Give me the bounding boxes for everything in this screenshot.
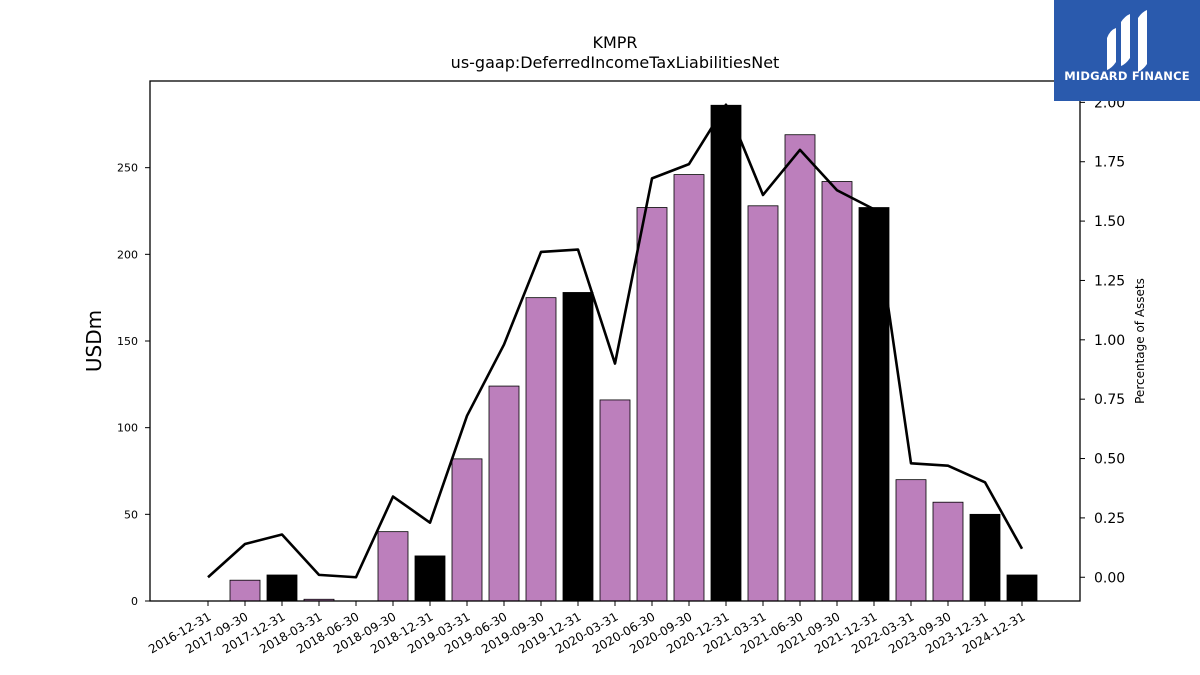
y2-tick-label: 0.25 [1094,511,1125,527]
chart-subtitle: us-gaap:DeferredIncomeTaxLiabilitiesNet [451,53,780,72]
bar-group [229,104,1038,602]
y-tick-label: 50 [124,508,138,521]
line-group [207,103,1024,579]
bar [932,501,964,602]
y-tick-label: 200 [117,248,138,261]
y2-tick-label: 1.75 [1094,155,1125,171]
bar [562,292,594,602]
y2-tick-label: 1.50 [1094,214,1125,230]
y2-tick-label: 0.00 [1094,570,1125,586]
midgard-logo-icon [1107,10,1147,72]
y2-tick-label: 1.00 [1094,333,1125,349]
bar [266,574,298,602]
y-tick-label: 250 [117,162,138,175]
bar [525,297,557,602]
left-axis: 0 50 100 150 200 250 [117,162,150,608]
bar [377,531,409,602]
x-axis: 2016-12-312017-09-302017-12-312018-03-31… [146,601,1028,656]
bar [747,205,779,602]
y2-tick-label: 1.25 [1094,273,1125,289]
right-axis: 0.000.250.500.751.001.251.501.752.00 [1080,95,1125,586]
bar [895,479,927,602]
bar [821,181,853,602]
bar [858,207,890,602]
bar [1006,574,1038,602]
bar [673,174,705,602]
bar [636,207,668,602]
y-axis-label: USDm [82,310,106,372]
y2-axis-label: Percentage of Assets [1133,278,1147,404]
bar [784,134,816,602]
y-tick-label: 100 [117,422,138,435]
bar [969,513,1001,602]
y-tick-label: 150 [117,335,138,348]
bar [451,458,483,602]
brand-logo: MIDGARD FINANCE [1054,0,1200,101]
y2-tick-label: 0.50 [1094,452,1125,468]
y2-tick-label: 0.75 [1094,392,1125,408]
bar [710,104,742,602]
bar [599,399,631,602]
bar [229,579,261,602]
chart-title: KMPR [592,33,637,52]
brand-name: MIDGARD FINANCE [1064,69,1190,83]
line-series [207,103,1024,579]
bar [414,555,446,602]
bar [488,385,520,602]
y-tick-label: 0 [131,595,138,608]
